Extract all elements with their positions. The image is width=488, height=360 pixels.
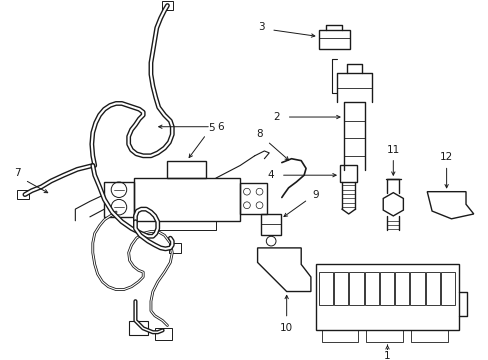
Bar [333,272,347,305]
Bar [318,30,349,49]
Bar [410,330,447,342]
Text: 3: 3 [258,22,264,32]
Text: 2: 2 [273,112,280,122]
Bar [409,272,424,305]
Bar [17,190,29,199]
Bar [394,272,408,305]
Bar [366,330,402,342]
Bar [364,272,378,305]
Bar [128,321,148,335]
Text: 6: 6 [217,122,224,132]
Text: 9: 9 [312,190,318,199]
Text: 5: 5 [207,123,214,133]
Bar [318,272,332,305]
Bar [162,1,173,10]
Text: 12: 12 [439,152,452,162]
Bar [261,214,280,235]
Text: 4: 4 [267,170,274,180]
Bar [321,330,358,342]
Bar [379,272,393,305]
Bar [348,272,363,305]
Text: 7: 7 [14,168,20,178]
Bar [425,272,439,305]
Bar [440,272,454,305]
Bar [155,328,172,340]
Bar [133,178,240,221]
Bar [240,183,267,214]
Text: 10: 10 [280,323,293,333]
Bar [339,165,357,182]
Bar [167,161,206,178]
Text: 1: 1 [384,351,390,360]
Text: 11: 11 [386,145,399,155]
Bar [169,243,181,253]
Bar [104,182,133,217]
Bar [315,264,458,330]
Text: 8: 8 [256,129,263,139]
